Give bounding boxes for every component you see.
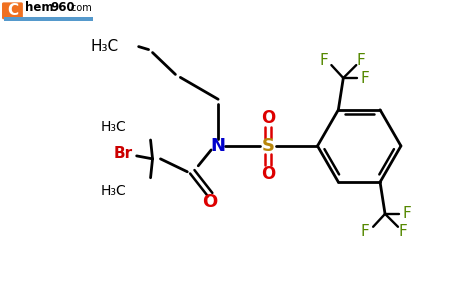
Text: O: O [202, 193, 218, 211]
Text: N: N [210, 137, 226, 155]
Text: H₃C: H₃C [91, 39, 119, 54]
Text: F: F [399, 224, 407, 239]
Text: F: F [319, 53, 328, 68]
Bar [3, 17, 93, 21]
Text: H₃C: H₃C [101, 184, 127, 198]
Text: 960 化工网: 960 化工网 [36, 21, 61, 27]
Text: H₃C: H₃C [101, 120, 127, 134]
Text: C: C [7, 3, 18, 18]
Text: O: O [261, 109, 275, 127]
Text: 960: 960 [50, 1, 75, 14]
Text: .com: .com [68, 3, 92, 13]
Text: F: F [357, 53, 365, 68]
Text: Br: Br [113, 146, 132, 161]
FancyBboxPatch shape [2, 2, 23, 19]
Text: F: F [402, 206, 411, 222]
Text: F: F [361, 71, 370, 86]
Text: hem: hem [26, 1, 54, 14]
Text: O: O [261, 165, 275, 183]
Text: S: S [261, 137, 274, 155]
Text: F: F [361, 224, 370, 239]
